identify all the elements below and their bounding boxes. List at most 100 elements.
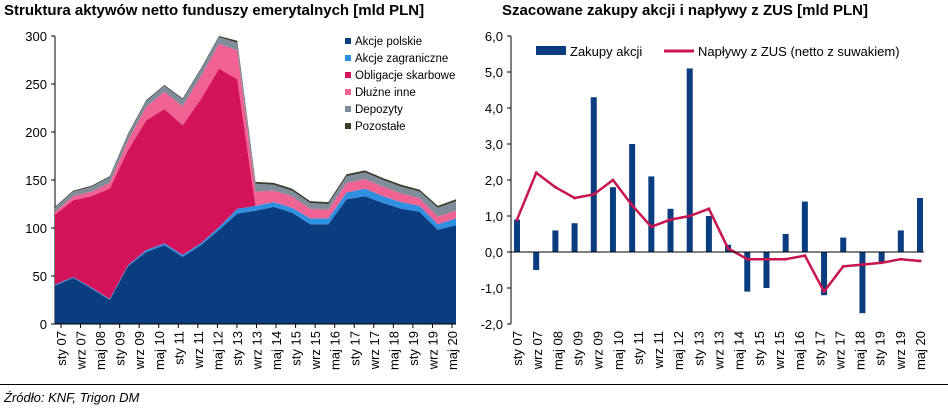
legend-label-obligacje_skarbowe: Obligacje skarbowe: [355, 70, 455, 82]
bar-zakupy-akcji: [590, 97, 597, 252]
point-naplywy-z-zus: [553, 185, 557, 189]
legend-label-naplywy: Napływy z ZUS (netto z suwakiem): [698, 44, 900, 59]
right-x-tick-label: maj 16: [792, 331, 807, 370]
point-naplywy-z-zus: [707, 207, 711, 211]
point-naplywy-z-zus: [669, 218, 673, 222]
bar-zakupy-akcji: [878, 252, 885, 263]
right-line: [515, 171, 922, 294]
right-x-tick-label: wrz 13: [712, 331, 727, 370]
legend-swatch-depozyty: [345, 106, 351, 112]
left-x-tick-label: maj 14: [269, 331, 284, 370]
right-x-tick-label: sty 17: [812, 331, 827, 366]
bar-zakupy-akcji: [859, 252, 866, 314]
left-y-tick-label: 250: [25, 77, 47, 92]
left-y-tick-label: 300: [25, 29, 47, 44]
right-y-tick-label: -1,0: [481, 281, 503, 296]
left-x-tick-label: maj 12: [210, 331, 225, 370]
right-y-tick-label: 4,0: [485, 101, 503, 116]
bar-zakupy-akcji: [648, 176, 655, 252]
right-x-tick-label: maj 18: [853, 331, 868, 370]
right-y-tick-label: 6,0: [485, 29, 503, 44]
left-x-tick-label: sty 17: [347, 331, 362, 366]
area-obligacje_skarbowe: [55, 68, 456, 299]
area-dluzne_inne: [55, 43, 456, 225]
right-x-tick-label: wrz 15: [772, 331, 787, 370]
left-x-tick-label: sty 11: [171, 331, 186, 365]
right-y-tick-label: 0,0: [485, 245, 503, 260]
point-naplywy-z-zus: [534, 171, 538, 175]
left-x-axis: sty 07 wrz 07 maj 08 sty 09 wrz 09 maj 10 sty …: [54, 323, 460, 370]
legend-swatch-zakupy-akcji: [536, 46, 566, 55]
right-x-tick-label: wrz 11: [651, 331, 666, 369]
left-y-tick-label: 200: [25, 125, 47, 140]
right-x-tick-label: maj 10: [611, 331, 626, 370]
left-x-tick-label: wrz 13: [250, 331, 265, 370]
left-y-axis: 0 50 100 150 200 250 300: [25, 29, 56, 332]
right-x-axis: sty 07 wrz 07 maj 08 sty 09 wrz 09 maj 10 sty …: [510, 251, 928, 370]
left-x-tick-label: maj 18: [386, 331, 401, 370]
right-x-tick-label: sty 07: [510, 331, 525, 366]
area-depozyty: [55, 37, 456, 217]
right-x-tick-label: maj 12: [671, 331, 686, 370]
right-y-tick-label: -2,0: [481, 317, 503, 332]
bar-zakupy-akcji: [514, 219, 520, 252]
bar-zakupy-akcji: [533, 252, 540, 270]
bar-zakupy-akcji: [801, 201, 808, 252]
bar-zakupy-akcji: [552, 230, 559, 252]
right-x-tick-label: wrz 07: [530, 331, 545, 370]
point-naplywy-z-zus: [726, 246, 730, 250]
left-chart-title: Struktura aktywów netto funduszy emeryta…: [4, 2, 425, 19]
bar-zakupy-akcji: [917, 198, 923, 252]
bar-zakupy-akcji: [782, 234, 789, 252]
point-naplywy-z-zus: [515, 218, 519, 222]
legend-swatch-pozostale: [345, 123, 351, 129]
right-x-tick-label: wrz 19: [893, 331, 908, 370]
legend-label-depozyty: Depozyty: [355, 104, 403, 116]
legend-label-zakupy-akcji: Zakupy akcji: [570, 44, 642, 59]
source-divider: [0, 384, 948, 385]
left-x-tick-label: wrz 11: [191, 331, 206, 369]
legend-swatch-akcje_polskie: [345, 38, 351, 44]
left-x-tick-label: sty 13: [230, 331, 245, 366]
legend-label-akcje_polskie: Akcje polskie: [355, 36, 422, 48]
left-y-tick-label: 0: [40, 317, 47, 332]
point-naplywy-z-zus: [841, 264, 845, 268]
left-x-tick-label: maj 20: [445, 331, 460, 370]
point-naplywy-z-zus: [745, 257, 749, 261]
right-chart-title: Szacowane zakupy akcji i napływy z ZUS […: [502, 2, 868, 19]
bar-zakupy-akcji: [763, 252, 770, 288]
bar-zakupy-akcji: [629, 144, 636, 252]
right-bars: [514, 68, 923, 314]
right-x-tick-label: wrz 09: [591, 331, 606, 370]
point-naplywy-z-zus: [688, 214, 692, 218]
bar-zakupy-akcji: [897, 230, 904, 252]
legend-swatch-dluzne_inne: [345, 89, 351, 95]
source-note: Źródło: KNF, Trigon DM: [4, 390, 140, 405]
point-naplywy-z-zus: [784, 257, 788, 261]
right-legend: Zakupy akcji Napływy z ZUS (netto z suwak…: [536, 44, 900, 59]
left-x-tick-label: wrz 07: [74, 331, 89, 370]
point-naplywy-z-zus: [630, 203, 634, 207]
point-naplywy-z-zus: [573, 196, 577, 200]
bar-zakupy-akcji: [667, 208, 674, 252]
point-naplywy-z-zus: [764, 257, 768, 261]
right-x-tick-label: maj 20: [913, 331, 928, 370]
left-x-tick-label: wrz 15: [308, 331, 323, 370]
right-y-tick-label: 5,0: [485, 65, 503, 80]
left-x-tick-label: wrz 19: [425, 331, 440, 370]
bar-zakupy-akcji: [609, 187, 616, 252]
bar-zakupy-akcji: [705, 216, 712, 252]
left-x-tick-label: wrz 17: [367, 331, 382, 370]
right-x-tick-label: sty 09: [570, 331, 585, 366]
point-naplywy-z-zus: [918, 259, 922, 263]
bar-zakupy-akcji: [744, 252, 751, 292]
right-x-tick-label: sty 11: [631, 331, 646, 365]
left-legend: Akcje polskie Akcje zagraniczne Obligacje …: [345, 36, 455, 133]
left-x-tick-label: maj 16: [328, 331, 343, 370]
left-y-tick-label: 150: [25, 173, 47, 188]
right-x-tick-label: sty 15: [752, 331, 767, 366]
legend-label-dluzne_inne: Dłużne inne: [355, 87, 416, 99]
right-y-tick-label: 2,0: [485, 173, 503, 188]
area-akcje_polskie: [55, 196, 456, 324]
